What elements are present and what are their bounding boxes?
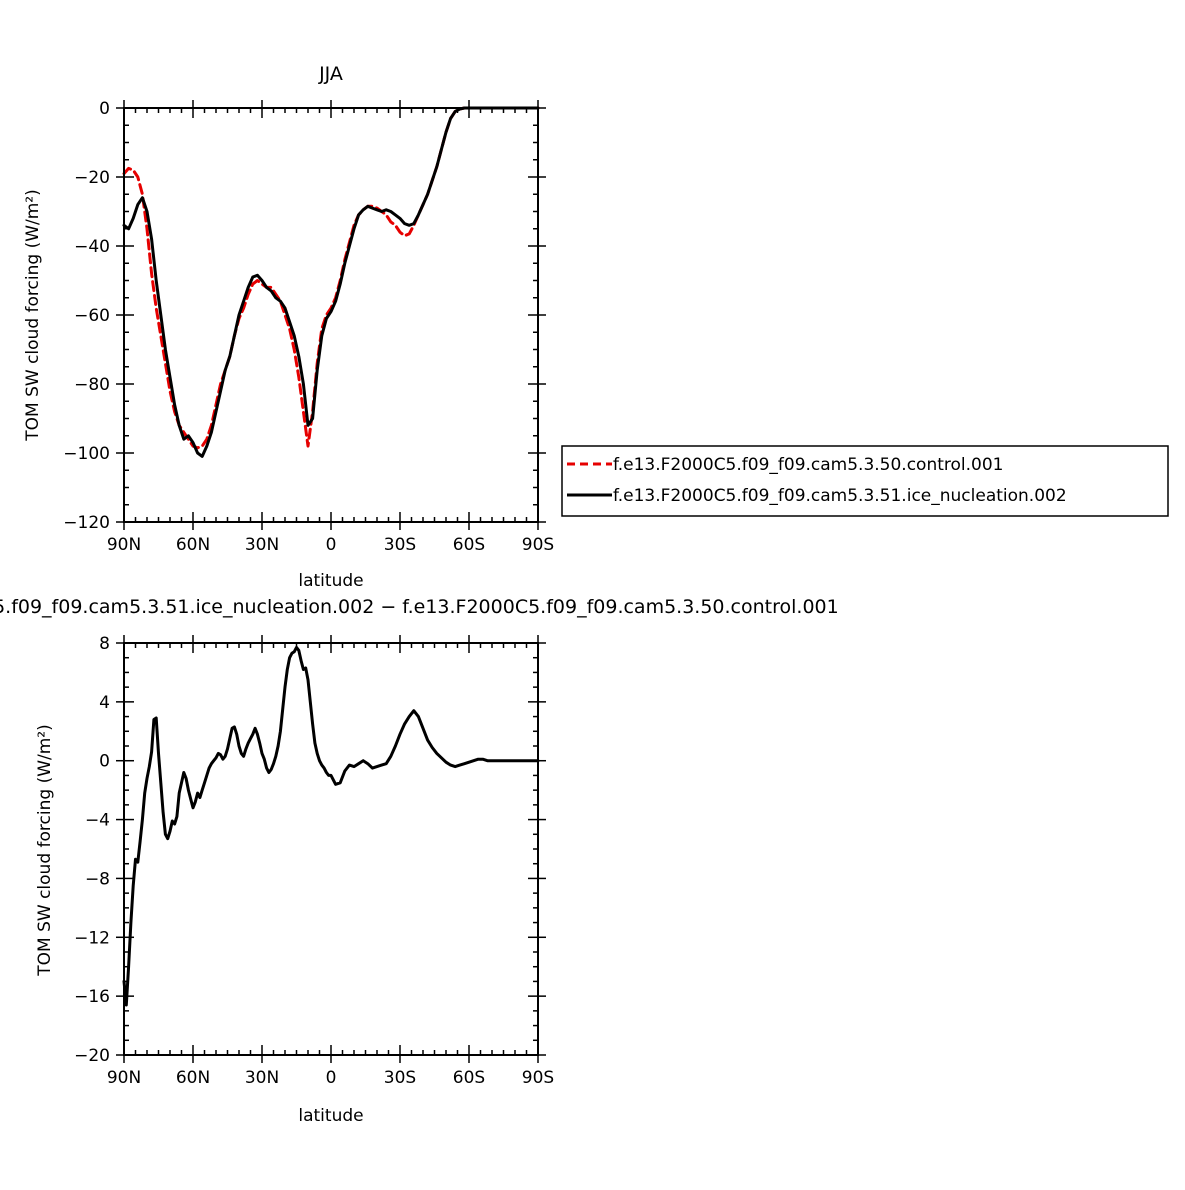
top-panel: JJA TOM SW cloud forcing (W/m²) latitude… (23, 63, 1169, 591)
bottom-x-tick-label: 60N (176, 1068, 210, 1088)
top-y-tick-label: −100 (63, 444, 110, 464)
top-y-axis-title-group: TOM SW cloud forcing (W/m²) (23, 189, 43, 442)
bottom-y-tick-label: −20 (74, 1046, 110, 1066)
top-series-line-1 (122, 106, 540, 458)
legend-box (561, 445, 1169, 517)
top-chart-title: JJA (318, 63, 343, 85)
top-y-tick-label: −40 (74, 237, 110, 257)
bottom-plot-frame (123, 642, 539, 1056)
top-x-tick-label: 60S (453, 535, 485, 555)
top-y-tick-label: −80 (74, 375, 110, 395)
bottom-x-axis-title: latitude (298, 1106, 363, 1126)
legend-label-control: f.e13.F2000C5.f09_f09.cam5.3.50.control.… (613, 455, 1004, 475)
top-x-tick-label: 60N (176, 535, 210, 555)
top-y-axis-title: TOM SW cloud forcing (W/m²) (23, 189, 43, 442)
bottom-x-tick-label: 30S (384, 1068, 416, 1088)
top-x-tick-label: 30S (384, 535, 416, 555)
bottom-x-tick-label: 60S (453, 1068, 485, 1088)
bottom-y-tick-label: 0 (99, 752, 110, 772)
top-y-tick-label: −60 (74, 306, 110, 326)
top-y-tick-label: −120 (63, 513, 110, 533)
bottom-x-tick-label: 30N (245, 1068, 279, 1088)
bottom-y-tick-label: −16 (74, 987, 110, 1007)
top-y-tick-label: 0 (99, 99, 110, 119)
top-series-line-0 (122, 106, 540, 450)
legend-label-ice-nucleation: f.e13.F2000C5.f09_f09.cam5.3.51.ice_nucl… (613, 486, 1067, 506)
bottom-x-tick-label: 90N (107, 1068, 141, 1088)
bottom-y-tick-label: 8 (99, 634, 110, 654)
bottom-y-tick-label: −8 (85, 869, 110, 889)
top-x-tick-label: 90S (522, 535, 554, 555)
bottom-y-tick-label: 4 (99, 693, 110, 713)
legend: f.e13.F2000C5.f09_f09.cam5.3.50.control.… (561, 445, 1169, 517)
bottom-series-group (122, 645, 540, 1007)
top-y-tick-label: −20 (74, 168, 110, 188)
bottom-chart-title: f.e13.F2000C5.f09_f09.cam5.3.51.ice_nucl… (0, 596, 839, 618)
top-x-axis-title: latitude (298, 571, 363, 591)
top-plot-frame (123, 107, 539, 523)
bottom-y-axis-title-group: TOM SW cloud forcing (W/m²) (35, 724, 55, 977)
bottom-y-tick-label: −4 (85, 811, 110, 831)
top-x-tick-label: 30N (245, 535, 279, 555)
bottom-y-tick-label: −12 (74, 928, 110, 948)
top-x-tick-label: 90N (107, 535, 141, 555)
top-x-tick-label: 0 (326, 535, 337, 555)
top-ticks: 90N 60N 30N 0 30S 60S 90S 0 −20 −40 −60 −80 −100 −120 (63, 99, 554, 555)
bottom-x-tick-label: 90S (522, 1068, 554, 1088)
bottom-ticks: 90N 60N 30N 0 30S 60S 90S 8 4 0 −4 −8 −12 −16 −20 (74, 634, 554, 1088)
bottom-panel: f.e13.F2000C5.f09_f09.cam5.3.51.ice_nucl… (0, 596, 839, 1126)
bottom-x-tick-label: 0 (326, 1068, 337, 1088)
top-series-group (122, 106, 540, 458)
bottom-y-axis-title: TOM SW cloud forcing (W/m²) (35, 724, 55, 977)
bottom-series-line-0 (122, 645, 540, 1007)
